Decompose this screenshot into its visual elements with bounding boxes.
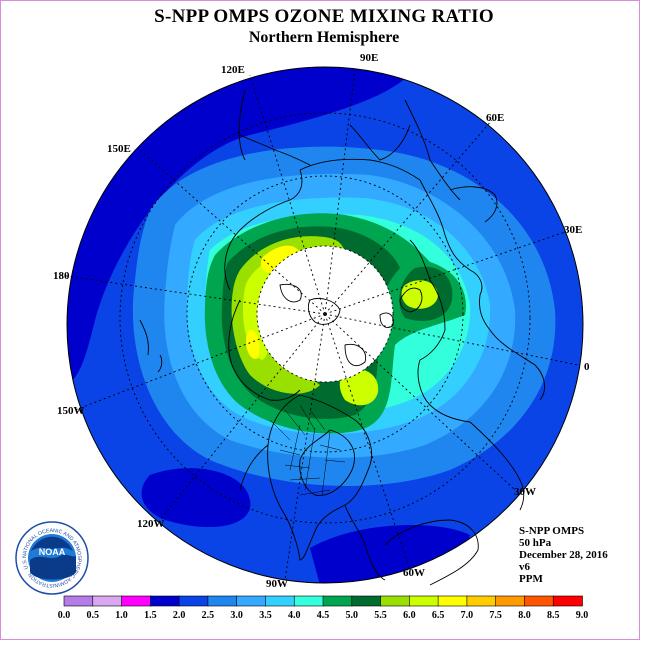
colorbar-swatch <box>524 595 555 607</box>
colorbar-swatch <box>409 595 439 607</box>
colorbar-tick-label: 7.5 <box>489 610 502 621</box>
colorbar-tick-label: 0.0 <box>58 610 71 621</box>
logo-text: NOAA <box>39 547 66 557</box>
colorbar-swatch <box>437 595 468 607</box>
colorbar-tick-label: 5.5 <box>374 610 387 621</box>
colorbar-swatch <box>265 595 296 607</box>
lon-label-150e: 150E <box>107 143 131 155</box>
info-date: December 28, 2016 <box>519 549 608 561</box>
colorbar-swatch <box>495 595 526 607</box>
coastlines <box>139 89 546 586</box>
colorbar-tick-label: 1.0 <box>115 610 128 621</box>
colorbar-swatch <box>351 595 382 607</box>
level-6.5-7.0-peak <box>260 245 298 273</box>
lon-label-90e: 90E <box>360 52 378 64</box>
colorbar-tick-label: 8.0 <box>518 610 531 621</box>
colorbar-tick-label: 1.5 <box>144 610 157 621</box>
colorbar-swatch <box>63 595 94 607</box>
longitude-labels: 90E 60E 30E 0 30W 60W 90W 120W 150W 180 … <box>53 52 590 590</box>
colorbar-swatch <box>207 595 238 607</box>
info-version: v6 <box>519 561 530 573</box>
info-units: PPM <box>519 573 543 585</box>
lon-label-120w: 120W <box>137 518 165 530</box>
info-pressure-level: 50 hPa <box>519 537 552 549</box>
colorbar-swatch <box>322 595 353 607</box>
colorbar-tick-label: 6.5 <box>432 610 445 621</box>
colorbar-tick-label: 4.5 <box>317 610 330 621</box>
logo-bird <box>31 536 73 551</box>
info-panel: S-NPP OMPS 50 hPa December 28, 2016 v6 P… <box>519 525 608 585</box>
lon-label-180: 180 <box>53 270 70 282</box>
graticule <box>59 69 579 581</box>
lon-label-60e: 60E <box>486 112 504 124</box>
colorbar-tick-label: 7.0 <box>461 610 474 621</box>
colorbar-swatch <box>466 595 497 607</box>
colorbar-swatch <box>380 595 411 607</box>
chart-title: S-NPP OMPS OZONE MIXING RATIO <box>154 6 494 27</box>
globe-outline <box>66 66 584 584</box>
lon-label-0: 0 <box>584 361 590 373</box>
colorbar-tick-label: 2.5 <box>202 610 215 621</box>
colorbar-swatch <box>150 595 180 607</box>
level-6.0-6.5-europe <box>401 280 438 309</box>
colorbar-swatch <box>552 595 583 607</box>
colorbar-swatch <box>293 595 324 607</box>
colorbar-swatch <box>92 595 123 607</box>
colorbar-tick-label: 4.0 <box>288 610 301 621</box>
colorbar-tick-label: 3.0 <box>230 610 243 621</box>
lon-label-30e: 30E <box>564 224 582 236</box>
lon-label-30w: 30W <box>514 486 536 498</box>
page-frame <box>0 0 640 640</box>
colorbar-swatch <box>121 595 152 607</box>
colorbar-tick-label: 8.5 <box>547 610 560 621</box>
colorbar-swatch <box>178 595 209 607</box>
chart-subtitle: Northern Hemisphere <box>248 29 400 46</box>
colorbar-tick-label: 6.0 <box>403 610 416 621</box>
colorbar: 0.0 0.5 1.0 1.5 2.0 2.5 3.0 3.5 4.0 4.5 5.0 5.5 6.0 6… <box>58 595 589 621</box>
lon-label-150w: 150W <box>57 405 85 417</box>
low-region-atlantic <box>310 525 470 583</box>
info-instrument: S-NPP OMPS <box>519 525 585 537</box>
colorbar-tick-label: 2.0 <box>173 610 186 621</box>
lon-label-90w: 90W <box>266 578 288 590</box>
colorbar-tick-label: 9.0 <box>576 610 589 621</box>
level-6.5-7.0-peak-2 <box>246 330 260 359</box>
colorbar-swatch <box>236 595 267 607</box>
lon-label-120e: 120E <box>221 64 245 76</box>
low-region-east-pacific <box>141 468 251 528</box>
colorbar-tick-label: 3.5 <box>259 610 272 621</box>
colorbar-tick-label: 0.5 <box>87 610 100 621</box>
us-states-grid <box>269 404 346 496</box>
low-region-pacific <box>67 67 420 390</box>
colorbar-tick-label: 5.0 <box>346 610 359 621</box>
logo-wave <box>30 554 76 580</box>
lon-label-60w: 60W <box>403 567 425 579</box>
